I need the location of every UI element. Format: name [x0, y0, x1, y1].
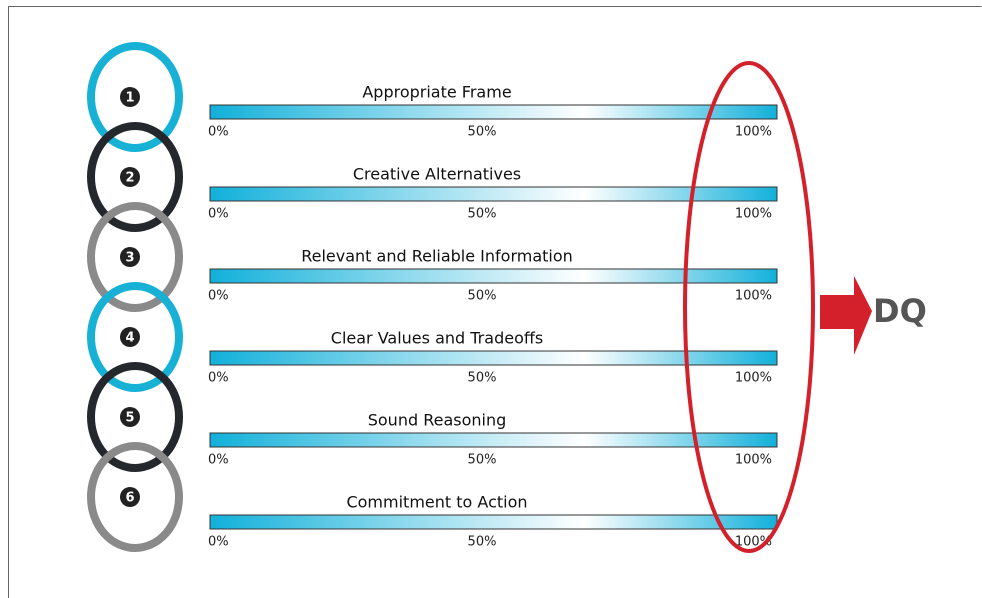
bar-title: Creative Alternatives — [353, 165, 521, 184]
scale-label: 50% — [468, 207, 497, 222]
ring — [87, 42, 183, 152]
scale-bar — [209, 104, 778, 120]
bar-title: Relevant and Reliable Information — [301, 247, 573, 266]
ring — [87, 282, 183, 392]
scale-bar — [209, 186, 778, 202]
ring — [87, 202, 183, 312]
bar-title: Clear Values and Tradeoffs — [331, 329, 543, 348]
scale-bar — [209, 514, 778, 530]
scale-label: 0% — [208, 535, 229, 550]
result-label: DQ — [873, 292, 927, 330]
scale-label: 100% — [735, 371, 772, 386]
bar-title: Commitment to Action — [346, 493, 527, 512]
scale-label: 0% — [208, 207, 229, 222]
number: 3 — [125, 251, 134, 266]
scale-label: 100% — [735, 207, 772, 222]
scale-bar — [209, 432, 778, 448]
number-badge — [120, 327, 140, 347]
scale-label: 50% — [468, 453, 497, 468]
highlight-ellipse — [683, 61, 815, 553]
scale-label: 50% — [468, 289, 497, 304]
scale-label: 0% — [208, 125, 229, 140]
number-badge — [120, 87, 140, 107]
scale-bar — [209, 268, 778, 284]
ring — [87, 442, 183, 552]
scale-label: 50% — [468, 371, 497, 386]
number: 2 — [125, 171, 134, 186]
number-badge — [120, 167, 140, 187]
scale-label: 0% — [208, 289, 229, 304]
number: 1 — [125, 91, 134, 106]
bar-title: Sound Reasoning — [368, 411, 507, 430]
number: 4 — [125, 331, 134, 346]
bar-title: Appropriate Frame — [362, 83, 511, 102]
scale-label: 0% — [208, 453, 229, 468]
ring — [87, 362, 183, 472]
ring — [87, 122, 183, 232]
scale-label: 100% — [735, 125, 772, 140]
number-badge — [120, 407, 140, 427]
scale-label: 100% — [735, 289, 772, 304]
frame — [8, 6, 982, 598]
scale-label: 100% — [735, 453, 772, 468]
number: 6 — [125, 491, 134, 506]
number-badge — [120, 487, 140, 507]
scale-bar — [209, 350, 778, 366]
scale-label: 50% — [468, 125, 497, 140]
number-badge — [120, 247, 140, 267]
scale-label: 0% — [208, 371, 229, 386]
arrow — [820, 276, 872, 355]
scale-label: 50% — [468, 535, 497, 550]
number: 5 — [125, 411, 134, 426]
